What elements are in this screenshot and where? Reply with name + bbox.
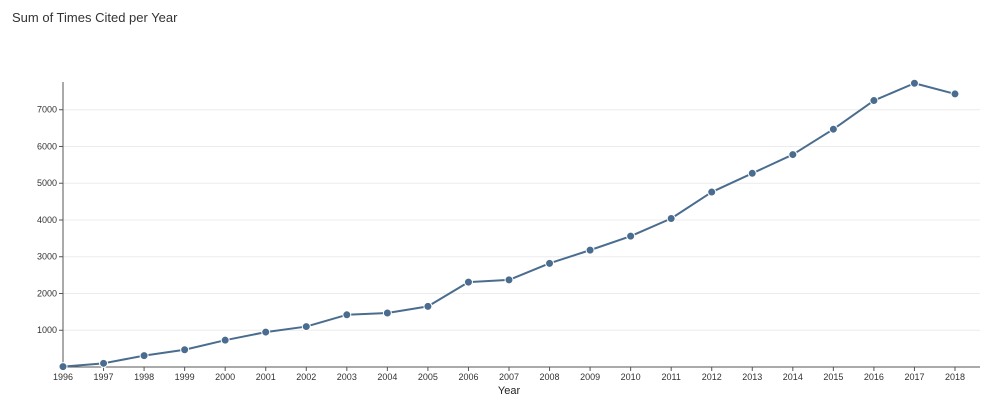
- data-point: [382, 308, 392, 318]
- x-tick-label: 2002: [296, 372, 316, 382]
- x-tick-label: 1997: [94, 372, 114, 382]
- x-tick-label: 2016: [864, 372, 884, 382]
- x-tick-label: 2011: [662, 372, 681, 382]
- x-tick-label: 2008: [540, 372, 560, 382]
- x-tick-label: 2004: [377, 372, 397, 382]
- y-tick-label: 6000: [37, 141, 57, 151]
- x-tick-label: 2014: [783, 372, 803, 382]
- y-tick-label: 2000: [37, 288, 57, 298]
- chart-title: Sum of Times Cited per Year: [12, 10, 178, 25]
- y-tick-label: 4000: [37, 215, 57, 225]
- series-line: [62, 82, 956, 368]
- series-layer: [58, 78, 960, 372]
- x-tick-label: 1999: [175, 372, 195, 382]
- data-point: [828, 124, 838, 134]
- data-point: [545, 258, 555, 268]
- x-tick-label: 2009: [580, 372, 600, 382]
- x-tick-label: 2001: [256, 372, 276, 382]
- data-point: [463, 277, 473, 287]
- data-point: [707, 187, 717, 197]
- data-point: [58, 362, 68, 372]
- x-tick-label: 1998: [134, 372, 154, 382]
- data-point: [950, 89, 960, 99]
- axes: [62, 82, 980, 368]
- data-point: [139, 351, 149, 361]
- data-point: [220, 335, 230, 345]
- x-tick-label: 2012: [702, 372, 722, 382]
- x-tick-label: 2000: [215, 372, 235, 382]
- x-tick-label: 2010: [621, 372, 641, 382]
- x-axis-label: Year: [498, 385, 521, 397]
- y-tick-label: 7000: [37, 105, 57, 115]
- data-point: [869, 96, 879, 106]
- data-point: [423, 301, 433, 311]
- x-axis-ticks: 1996 1997 1998 1999 2000 2001 2002 2003 2004 2005…: [53, 367, 965, 382]
- x-tick-label: 2015: [823, 372, 843, 382]
- y-tick-label: 3000: [37, 252, 57, 262]
- y-tick-label: 1000: [37, 325, 57, 335]
- data-point: [342, 310, 352, 320]
- x-tick-label: 2003: [337, 372, 357, 382]
- data-point: [301, 322, 311, 332]
- data-point: [909, 78, 919, 88]
- x-tick-label: 2017: [904, 372, 924, 382]
- y-axis-ticks: 1000 2000 3000 4000 5000 6000 7000: [37, 105, 63, 335]
- data-point: [666, 214, 676, 224]
- y-tick-label: 5000: [37, 178, 57, 188]
- data-point: [788, 150, 798, 160]
- x-tick-label: 2007: [499, 372, 519, 382]
- x-tick-label: 2013: [742, 372, 762, 382]
- data-point: [261, 327, 271, 337]
- data-point: [747, 168, 757, 178]
- data-point: [180, 345, 190, 355]
- data-point: [585, 245, 595, 255]
- x-tick-label: 2005: [418, 372, 438, 382]
- grid-lines: [63, 109, 980, 331]
- x-tick-label: 1996: [53, 372, 73, 382]
- x-tick-label: 2006: [458, 372, 478, 382]
- x-tick-label: 2018: [945, 372, 965, 382]
- data-point: [99, 358, 109, 368]
- data-point: [626, 231, 636, 241]
- data-point: [504, 275, 514, 285]
